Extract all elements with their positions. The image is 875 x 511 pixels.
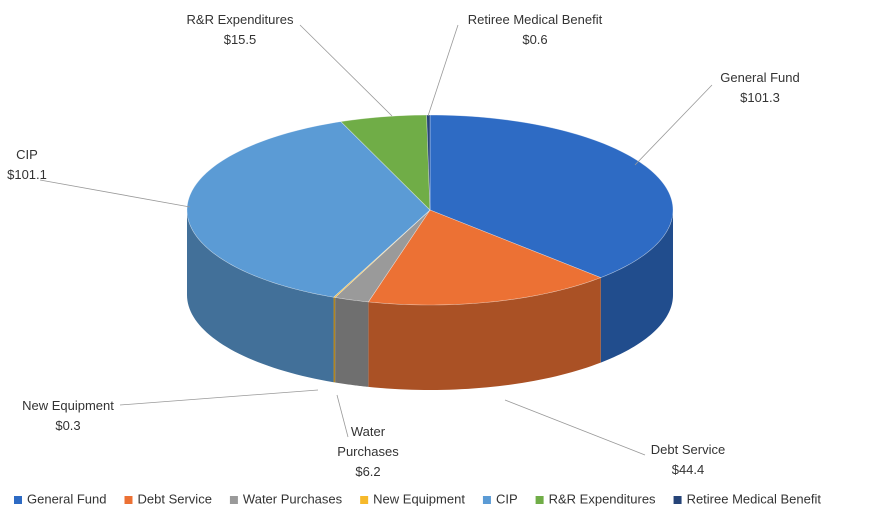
legend-label: Retiree Medical Benefit bbox=[687, 491, 822, 506]
label-value: $101.1 bbox=[7, 167, 47, 182]
label-value: $0.6 bbox=[522, 32, 548, 47]
slice bbox=[429, 114, 674, 278]
data-label: Debt Service $44.4 bbox=[628, 440, 748, 480]
legend-swatch bbox=[535, 496, 544, 504]
label-name: Water Purchases bbox=[337, 424, 399, 459]
legend-swatch bbox=[229, 496, 238, 504]
label-value: $101.3 bbox=[740, 90, 780, 105]
slice-side bbox=[333, 297, 336, 383]
slice-side bbox=[368, 277, 601, 390]
data-label: New Equipment $0.3 bbox=[3, 396, 133, 436]
label-name: Retiree Medical Benefit bbox=[467, 12, 603, 27]
label-name: R&R Expenditures bbox=[186, 12, 294, 27]
label-name: New Equipment bbox=[22, 398, 114, 413]
leader-line bbox=[634, 84, 713, 166]
data-label: Water Purchases $6.2 bbox=[332, 422, 404, 482]
slice bbox=[334, 209, 431, 303]
data-label: R&R Expenditures $15.5 bbox=[165, 10, 315, 50]
label-name: Debt Service bbox=[650, 442, 726, 457]
leader-line bbox=[336, 394, 349, 438]
leader-line bbox=[299, 24, 393, 117]
slice-side bbox=[600, 210, 673, 363]
slice-side bbox=[335, 297, 369, 387]
legend-label: General Fund bbox=[27, 491, 107, 506]
data-label: Retiree Medical Benefit $0.6 bbox=[450, 10, 620, 50]
legend-swatch bbox=[360, 496, 369, 504]
leader-line bbox=[427, 24, 459, 117]
legend-swatch bbox=[673, 496, 682, 504]
slice-side bbox=[187, 210, 334, 383]
label-value: $15.5 bbox=[223, 32, 257, 47]
label-value: $6.2 bbox=[355, 464, 381, 479]
slice bbox=[367, 209, 602, 306]
legend-swatch bbox=[124, 496, 133, 504]
legend-label: CIP bbox=[496, 491, 518, 506]
label-name: General Fund bbox=[720, 70, 800, 85]
legend-label: Water Purchases bbox=[243, 491, 343, 506]
legend-swatch bbox=[14, 496, 22, 504]
legend-label: New Equipment bbox=[373, 491, 465, 506]
leader-line bbox=[504, 399, 646, 456]
data-label: CIP $101.1 bbox=[0, 145, 57, 185]
legend-label: R&R Expenditures bbox=[549, 491, 656, 506]
legend-label: Debt Service bbox=[138, 491, 212, 506]
slice bbox=[340, 114, 431, 211]
data-label: General Fund $101.3 bbox=[700, 68, 820, 108]
leader-line bbox=[119, 389, 319, 406]
label-value: $0.3 bbox=[55, 418, 81, 433]
leader-line bbox=[39, 179, 191, 208]
label-value: $44.4 bbox=[671, 462, 705, 477]
legend-swatch bbox=[482, 496, 491, 504]
legend: General Fund Debt Service Water Purchases N… bbox=[14, 491, 821, 506]
label-name: CIP bbox=[16, 147, 38, 162]
slice bbox=[186, 121, 431, 298]
